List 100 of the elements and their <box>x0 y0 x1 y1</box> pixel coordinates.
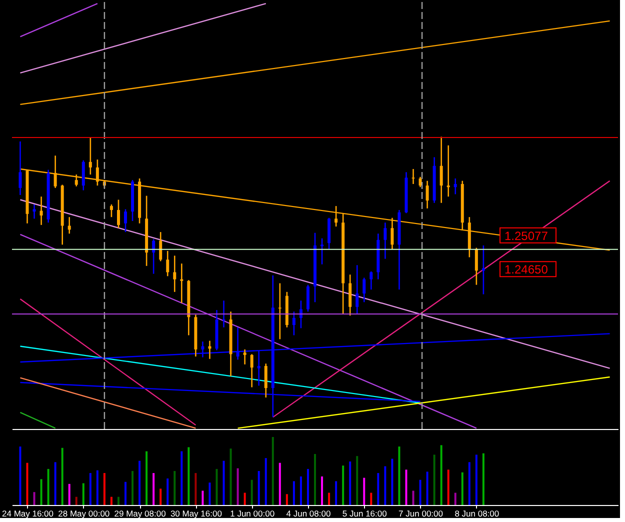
candlestick <box>454 178 457 195</box>
bar <box>47 468 50 505</box>
bar <box>124 482 127 505</box>
candlestick <box>40 196 43 226</box>
bar <box>342 466 344 505</box>
bar <box>138 460 141 505</box>
candlestick <box>306 284 310 312</box>
bar <box>370 492 372 505</box>
x-tick-label: 30 May 16:00 <box>170 508 222 518</box>
candlestick <box>173 255 176 293</box>
bar <box>300 476 302 505</box>
bar <box>440 445 442 505</box>
bar <box>160 488 162 505</box>
x-tick-label: 1 Jun 00:00 <box>230 508 275 518</box>
bar <box>188 447 190 505</box>
bar <box>461 472 464 505</box>
bar <box>454 492 456 505</box>
y-tick-label: 1.25077 <box>504 228 548 243</box>
bar <box>180 451 183 505</box>
bar <box>230 448 232 505</box>
bar <box>222 460 225 505</box>
bar <box>482 453 484 505</box>
bar <box>356 456 358 505</box>
candlestick <box>32 204 36 220</box>
bar <box>110 496 112 505</box>
x-tick-label: 4 Jun 08:00 <box>286 508 331 518</box>
candlestick <box>110 204 113 218</box>
bar <box>363 478 366 505</box>
candlestick <box>362 277 366 303</box>
bar <box>328 492 330 505</box>
bar <box>419 480 422 505</box>
candlestick <box>82 160 85 191</box>
candlestick <box>440 136 443 204</box>
x-tick-label: 29 May 08:00 <box>114 508 166 518</box>
bar <box>405 470 408 505</box>
bar <box>475 454 478 505</box>
candlestick <box>222 300 226 328</box>
bar <box>216 468 218 505</box>
x-tick-label: 28 May 00:00 <box>58 508 110 518</box>
candlestick <box>348 274 352 316</box>
bar <box>236 468 239 505</box>
candlestick <box>159 231 162 262</box>
bar <box>272 437 274 505</box>
bar <box>103 473 106 505</box>
bar <box>258 471 260 505</box>
bar <box>286 494 288 505</box>
bar <box>208 482 211 505</box>
bar <box>202 490 204 505</box>
bar <box>75 496 78 505</box>
bar <box>152 473 155 505</box>
bar <box>146 451 148 505</box>
bar <box>244 492 246 505</box>
candlestick <box>334 205 338 228</box>
candlestick <box>74 174 78 187</box>
candlestick <box>243 348 246 366</box>
candlestick <box>370 270 373 290</box>
bar <box>349 461 352 505</box>
candlestick <box>116 199 120 229</box>
bar <box>447 470 450 505</box>
bar <box>278 462 281 505</box>
bar <box>335 481 338 505</box>
candlestick <box>446 144 450 198</box>
bar <box>426 472 428 505</box>
candlestick <box>250 354 254 388</box>
bar <box>26 462 28 505</box>
bar <box>82 483 84 505</box>
bar <box>314 454 316 505</box>
bar <box>117 496 120 505</box>
candlestick <box>292 310 296 336</box>
bar <box>468 462 470 505</box>
candlestick <box>68 216 71 234</box>
bar <box>132 471 134 505</box>
bar <box>89 473 92 505</box>
bar <box>19 446 22 505</box>
bar <box>61 448 64 505</box>
bar <box>250 480 253 505</box>
candlestick <box>124 208 128 233</box>
candlestick <box>384 222 387 260</box>
bar <box>412 490 414 505</box>
candlestick <box>18 140 22 196</box>
bar <box>306 468 309 505</box>
bar <box>292 481 295 505</box>
bar <box>68 484 70 505</box>
bar <box>384 466 386 505</box>
x-tick-label: 5 Jun 16:00 <box>342 508 388 518</box>
candlestick <box>320 238 324 265</box>
y-tick-label: 1.24650 <box>504 262 548 277</box>
bar <box>33 492 36 505</box>
candlestick <box>474 247 478 286</box>
candlestick <box>201 340 204 358</box>
bar <box>194 473 197 505</box>
candlestick <box>180 262 184 304</box>
bar <box>40 479 42 505</box>
candlestick <box>278 282 282 340</box>
candlestick <box>426 180 429 210</box>
bar <box>321 476 324 505</box>
bar <box>391 458 394 505</box>
bar <box>96 470 98 505</box>
bar <box>174 471 176 505</box>
bar <box>264 458 267 505</box>
